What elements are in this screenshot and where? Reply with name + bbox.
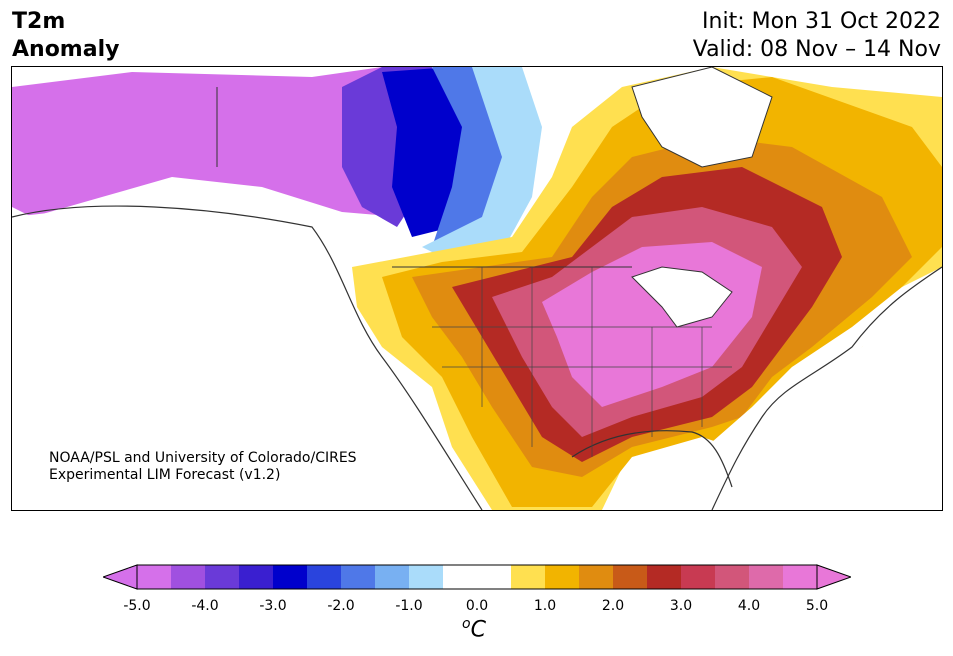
colorbar-cell [307,565,342,589]
init-date: Init: Mon 31 Oct 2022 [702,9,941,34]
coastline-gulf [571,430,733,488]
colorbar-cell [375,565,410,589]
hudson-bay [631,67,773,168]
colorbar-cell [613,565,648,589]
map-title: T2m Anomaly [12,8,119,64]
unit-label: oC [462,616,486,642]
colorbar-tick-label: 4.0 [737,598,761,614]
colorbar-cell [545,565,580,589]
colorbar-cell [715,565,750,589]
colorbar-cell [409,565,444,589]
degree-symbol: o [462,616,471,632]
anomaly-map [11,66,943,511]
forecast-dates: Init: Mon 31 Oct 2022 Valid: 08 Nov – 14… [693,8,941,64]
colorbar-cell [749,565,784,589]
credit-note: NOAA/PSL and University of Colorado/CIRE… [49,450,357,484]
pacific-ocean [12,207,482,510]
colorbar-right-arrow [816,564,851,590]
title-line-2: Anomaly [12,37,120,62]
colorbar-tick-label: 1.0 [533,598,557,614]
colorbar-cell [783,565,818,589]
colorbar [103,564,851,590]
colorbar-cell [239,565,274,589]
colorbar-cell [647,565,682,589]
state-lines [432,267,732,457]
cold-region-violet [12,67,402,217]
colorbar-outline [136,564,818,590]
credit-line-2: Experimental LIM Forecast (v1.2) [49,467,281,483]
unit-letter: C [470,617,486,643]
colorbar-tick-label: -4.0 [191,598,219,614]
colorbar-cell [443,565,478,589]
colorbar-tick-label: -3.0 [259,598,287,614]
colorbar-cell [171,565,206,589]
cold-region-light [422,67,542,262]
valid-range: Valid: 08 Nov – 14 Nov [692,37,941,62]
colorbar-cell [579,565,614,589]
credit-line-1: NOAA/PSL and University of Colorado/CIRE… [49,450,357,466]
colorbar-cell [681,565,716,589]
atlantic-ocean [602,267,942,510]
colorbar-tick-label: 0.0 [465,598,489,614]
colorbar-tick-label: 3.0 [669,598,693,614]
colorbar-tick-label: 5.0 [805,598,829,614]
coastline-west [12,205,483,510]
colorbar-cell [205,565,240,589]
colorbar-cell [137,565,172,589]
great-lakes [631,266,733,328]
colorbar-tick-label: -5.0 [123,598,151,614]
colorbar-tick-label: 2.0 [601,598,625,614]
colorbar-cell [341,565,376,589]
title-line-1: T2m [12,9,66,34]
colorbar-cell [477,565,512,589]
colorbar-tick-label: -1.0 [395,598,423,614]
colorbar-cell [511,565,546,589]
colorbar-left-arrow [103,564,138,590]
colorbar-cell [273,565,308,589]
coastline-east [711,266,942,510]
map-canvas [12,67,942,510]
colorbar-tick-label: -2.0 [327,598,355,614]
